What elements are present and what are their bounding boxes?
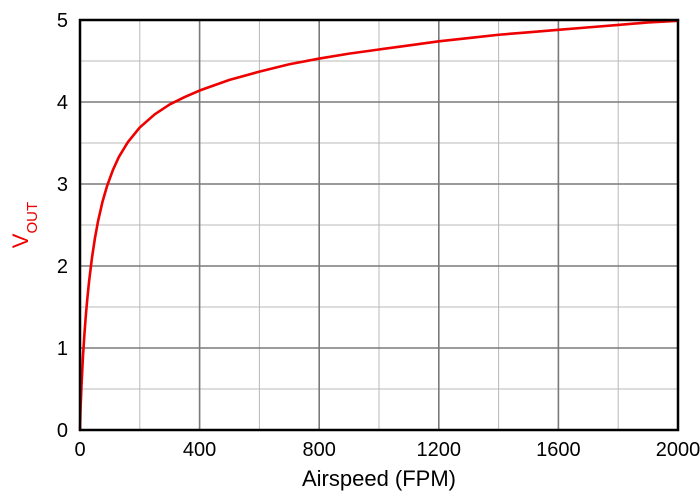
y-tick-label: 2: [57, 256, 68, 278]
x-tick-label: 1600: [536, 439, 581, 461]
y-tick-label: 0: [57, 420, 68, 442]
chart-svg: 0400800120016002000012345Airspeed (FPM)V…: [0, 0, 700, 503]
x-tick-label: 1200: [417, 439, 462, 461]
y-tick-label: 5: [57, 10, 68, 32]
x-tick-label: 0: [74, 439, 85, 461]
x-tick-label: 400: [183, 439, 216, 461]
y-tick-label: 3: [57, 174, 68, 196]
y-tick-label: 1: [57, 338, 68, 360]
x-tick-label: 800: [303, 439, 336, 461]
y-tick-label: 4: [57, 92, 68, 114]
x-axis-label: Airspeed (FPM): [302, 466, 456, 491]
chart-container: 0400800120016002000012345Airspeed (FPM)V…: [0, 0, 700, 503]
x-tick-label: 2000: [656, 439, 700, 461]
